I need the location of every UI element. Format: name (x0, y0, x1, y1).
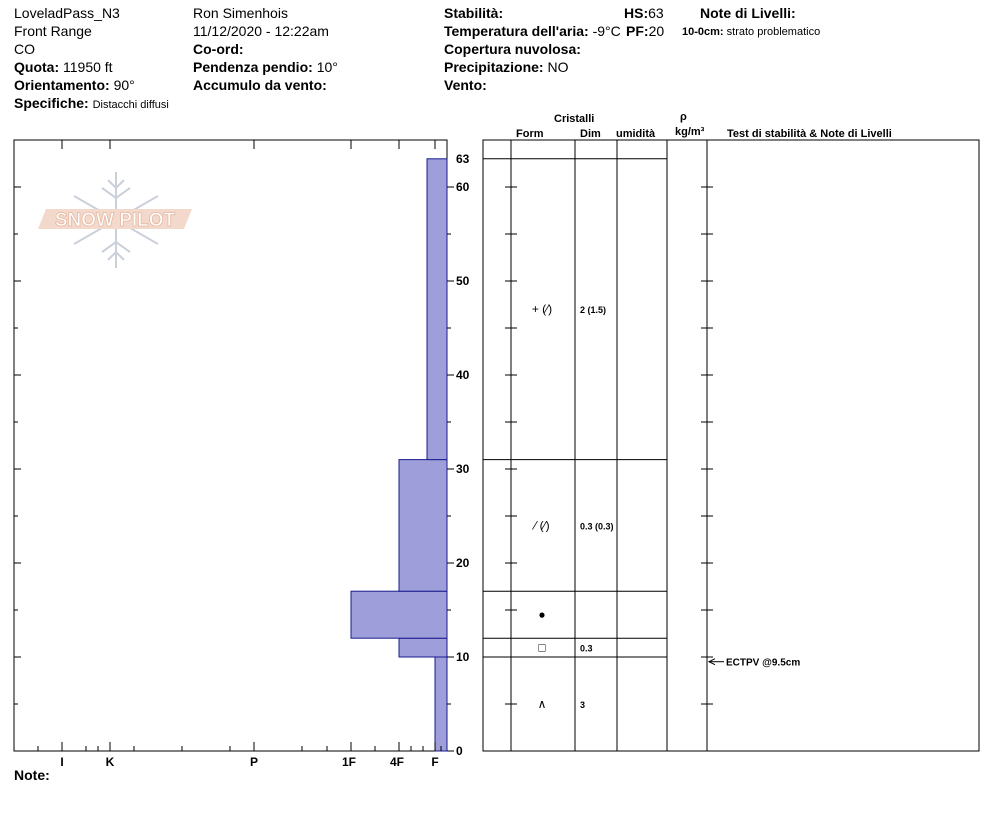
observer: Ron Simenhois (193, 5, 288, 21)
y-tick-label: 30 (456, 462, 470, 476)
density-unit: kg/m³ (675, 126, 705, 138)
specifics-value: Distacchi diffusi (92, 99, 169, 111)
layer-note-depth: 10-0cm: (682, 26, 724, 38)
hardness-bar-3 (398, 459, 448, 592)
density-symbol: ρ (680, 111, 687, 123)
y-tick-label: 63 (456, 152, 470, 166)
crystal-form-symbol: □ (538, 641, 545, 655)
precip-value: NO (547, 59, 569, 75)
hs-value: 63 (648, 5, 664, 21)
elevation-label: Quota: (14, 59, 60, 75)
coord-label: Co-ord: (193, 41, 244, 57)
elevation-value: 11950 ft (63, 59, 113, 75)
aspect-row: Orientamento: 90° (14, 77, 135, 93)
stability-notes-header: Test di stabilità & Note di Livelli (727, 128, 892, 140)
mountain-range: Front Range (14, 23, 92, 39)
location-name: LoveladPass_N3 (14, 5, 120, 21)
air-temp-value: -9°C (592, 23, 621, 39)
hardness-label: I (60, 755, 63, 769)
y-tick-label: 10 (456, 650, 470, 664)
stability-test-label: ECTPV @9.5cm (726, 658, 800, 669)
hardness-label: 4F (390, 755, 404, 769)
hardness-bar-1 (398, 637, 448, 658)
form-header: Form (516, 128, 544, 140)
precip-label: Precipitazione: (444, 59, 544, 75)
stability-label: Stabilità: (444, 5, 504, 21)
slope-label: Pendenza pendio: (193, 59, 313, 75)
hardness-label: P (250, 755, 258, 769)
moisture-header: umidità (616, 128, 656, 140)
hardness-bar-0 (434, 656, 448, 752)
slope-row: Pendenza pendio: 10° (193, 59, 338, 75)
hardness-bar-2 (350, 590, 448, 639)
datetime: 11/12/2020 - 12:22am (193, 23, 329, 39)
pf-row: PF:20 (626, 23, 664, 39)
snow-pilot-logo: SNOW PILOT (38, 209, 192, 231)
y-tick-label: 50 (456, 274, 470, 288)
hardness-label: 1F (342, 755, 356, 769)
hardness-label: F (431, 755, 438, 769)
test-arrow-head (707, 658, 716, 666)
slope-value: 10° (316, 59, 338, 75)
y-tick-label: 0 (456, 744, 463, 758)
y-tick-label: 60 (456, 180, 470, 194)
hs-row: HS:63 (624, 5, 664, 21)
specifics-label: Specifiche: (14, 95, 89, 111)
pf-value: 20 (648, 23, 665, 39)
aspect-label: Orientamento: (14, 77, 110, 93)
y-tick-label: 20 (456, 556, 470, 570)
hardness-label: K (106, 755, 115, 769)
air-temp-label: Temperatura dell'aria: (444, 23, 589, 39)
crystal-form-symbol: ● (538, 608, 545, 622)
size-header: Dim (580, 128, 601, 140)
crystals-header: Cristalli (554, 113, 595, 125)
specifics-row: Specifiche: Distacchi diffusi (14, 95, 169, 113)
y-tick-label: 40 (456, 368, 470, 382)
crystal-form-symbol: ∧ (538, 697, 547, 711)
logo-text: SNOW PILOT (55, 210, 176, 231)
layer-note: 10-0cm: strato problematico (682, 24, 820, 40)
cloud-label: Copertura nuvolosa: (444, 41, 581, 57)
elevation-row: Quota: 11950 ft (14, 59, 113, 75)
crystal-form-symbol: + (⁄) (532, 302, 552, 316)
hardness-bar-4 (426, 158, 448, 461)
wind-label: Vento: (444, 77, 487, 93)
crystal-table-frame (482, 139, 980, 752)
wind-loading-label: Accumulo da vento: (193, 77, 327, 93)
hardness-plot-frame (13, 139, 448, 752)
aspect-value: 90° (113, 77, 135, 93)
crystal-form-symbol: ⁄ (⁄) (531, 518, 549, 532)
layer-notes-label: Note di Livelli: (700, 5, 796, 21)
crystal-size: 2 (1.5) (580, 305, 606, 315)
notes-label: Note: (14, 767, 50, 783)
state: CO (14, 41, 35, 57)
pf-label: PF: (626, 23, 649, 39)
precip-row: Precipitazione: NO (444, 59, 568, 75)
hs-label: HS: (624, 5, 649, 21)
crystal-size: 0.3 (580, 644, 593, 654)
air-temp-row: Temperatura dell'aria: -9°C (444, 23, 621, 39)
crystal-size: 0.3 (0.3) (580, 521, 614, 531)
crystal-size: 3 (580, 700, 585, 710)
layer-note-text: strato problematico (726, 26, 821, 38)
